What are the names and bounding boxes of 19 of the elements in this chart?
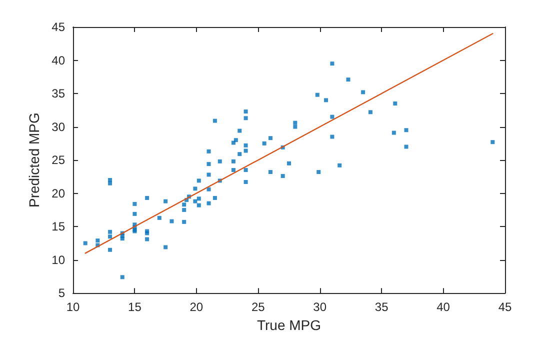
y-tick-label: 30 [52, 120, 66, 134]
x-tick-label: 30 [313, 300, 327, 314]
x-tick-label: 15 [128, 300, 142, 314]
x-tick-label: 45 [498, 300, 512, 314]
y-tick-label: 5 [58, 286, 66, 300]
x-tick-label: 40 [436, 300, 450, 314]
x-tick-label: 35 [374, 300, 389, 314]
x-axis-title: True MPG [256, 317, 322, 333]
x-tick-label: 25 [251, 300, 266, 314]
y-tick-label: 10 [52, 252, 66, 267]
y-tick-label: 35 [52, 86, 66, 101]
y-axis-title: Predicted MPG [26, 112, 42, 208]
y-tick-label: 40 [52, 53, 66, 68]
y-tick-label: 15 [52, 220, 66, 234]
y-tick-label: 25 [52, 153, 66, 168]
y-tick-label: 45 [52, 20, 66, 34]
x-tick-label: 10 [66, 300, 80, 314]
x-tick-label: 20 [190, 300, 204, 314]
y-tick-label: 20 [52, 186, 66, 200]
